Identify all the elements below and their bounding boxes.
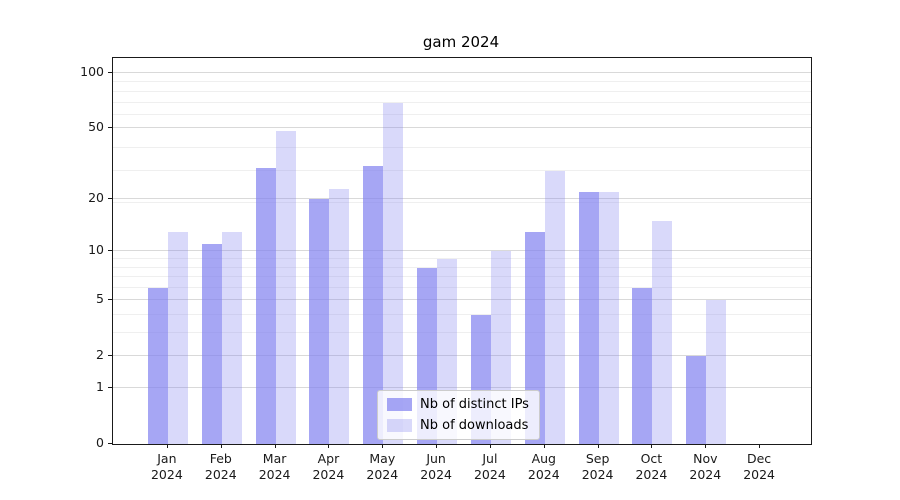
bar-nb-of-downloads-jan-2024: [167, 232, 188, 444]
x-tick-label-jul-2024: Jul 2024: [473, 451, 506, 483]
month-slot-sep-2024: [572, 58, 626, 444]
major-gridline: [113, 387, 811, 389]
y-tick-mark: [108, 72, 112, 74]
bar-nb-of-distinct-ips-may-2024: [363, 165, 384, 444]
x-tick-label-jan-2024: Jan 2024: [150, 451, 183, 483]
bar-nb-of-downloads-mar-2024: [275, 131, 296, 444]
x-tick-mark: [543, 444, 545, 448]
y-tick-mark: [108, 354, 112, 356]
month-slot-aug-2024: [518, 58, 572, 444]
minor-gridline: [113, 146, 811, 148]
major-gridline: [113, 250, 811, 252]
bar-nb-of-downloads-may-2024: [383, 102, 404, 444]
bar-nb-of-distinct-ips-jan-2024: [147, 287, 168, 444]
bar-nb-of-distinct-ips-mar-2024: [255, 168, 276, 444]
y-tick-mark: [108, 127, 112, 129]
major-gridline: [113, 127, 811, 129]
minor-gridline: [113, 202, 811, 204]
minor-gridline: [113, 101, 811, 103]
chart-title: gam 2024: [422, 33, 500, 51]
x-tick-label-oct-2024: Oct 2024: [635, 451, 668, 483]
minor-gridline: [113, 266, 811, 268]
legend: Nb of distinct IPs Nb of downloads: [377, 390, 540, 440]
y-tick-label-5: 5: [96, 290, 104, 306]
month-slot-jun-2024: [410, 58, 464, 444]
x-tick-label-jun-2024: Jun 2024: [420, 451, 452, 483]
minor-gridline: [113, 275, 811, 277]
bars-container: [141, 58, 787, 444]
y-tick-mark: [108, 299, 112, 300]
minor-gridline: [113, 313, 811, 315]
bar-nb-of-distinct-ips-sep-2024: [578, 192, 599, 444]
major-gridline: [113, 354, 811, 356]
legend-label-distinct-ips: Nb of distinct IPs: [420, 397, 529, 412]
bar-nb-of-distinct-ips-feb-2024: [201, 244, 222, 444]
month-slot-feb-2024: [195, 58, 249, 444]
month-slot-mar-2024: [249, 58, 303, 444]
legend-swatch-distinct-ips-icon: [387, 398, 412, 411]
month-slot-dec-2024: [733, 58, 787, 444]
month-slot-apr-2024: [302, 58, 356, 444]
y-tick-mark: [108, 250, 112, 252]
major-gridline: [113, 198, 811, 200]
bar-nb-of-downloads-oct-2024: [652, 221, 673, 444]
x-tick-mark: [220, 444, 222, 448]
y-tick-label-100: 100: [80, 63, 104, 79]
legend-item-distinct-ips: Nb of distinct IPs: [387, 397, 529, 412]
y-tick-label-50: 50: [88, 118, 104, 134]
month-slot-may-2024: [356, 58, 410, 444]
y-tick-mark: [108, 387, 112, 389]
month-slot-jan-2024: [141, 58, 195, 444]
month-slot-jul-2024: [464, 58, 518, 444]
x-tick-mark: [382, 444, 384, 448]
x-tick-mark: [166, 444, 168, 448]
x-tick-label-aug-2024: Aug 2024: [527, 451, 560, 483]
bar-nb-of-downloads-feb-2024: [221, 232, 242, 444]
y-tick-label-20: 20: [88, 190, 104, 206]
y-tick-label-1: 1: [96, 379, 104, 395]
y-tick-label-10: 10: [88, 242, 104, 258]
month-slot-nov-2024: [679, 58, 733, 444]
minor-gridline: [113, 331, 811, 333]
legend-item-downloads: Nb of downloads: [387, 418, 529, 433]
x-tick-label-apr-2024: Apr 2024: [312, 451, 345, 483]
y-tick-mark: [108, 198, 112, 200]
x-tick-label-may-2024: May 2024: [366, 451, 399, 483]
bar-nb-of-distinct-ips-nov-2024: [686, 355, 707, 444]
x-tick-mark: [436, 444, 438, 448]
minor-gridline: [113, 286, 811, 288]
y-tick-label-0: 0: [96, 434, 104, 450]
y-tick-label-2: 2: [96, 346, 104, 362]
bar-nb-of-distinct-ips-oct-2024: [632, 287, 653, 444]
x-tick-label-sep-2024: Sep 2024: [581, 451, 614, 483]
major-gridline: [113, 72, 811, 74]
bar-nb-of-downloads-nov-2024: [706, 300, 727, 444]
bar-nb-of-downloads-sep-2024: [598, 192, 619, 444]
x-tick-mark: [328, 444, 330, 448]
plot-area: Nb of distinct IPs Nb of downloads: [112, 57, 812, 445]
x-tick-mark: [759, 444, 761, 448]
y-tick-mark: [108, 443, 112, 444]
x-tick-mark: [705, 444, 707, 448]
minor-gridline: [113, 90, 811, 92]
x-tick-mark: [489, 444, 491, 448]
legend-swatch-downloads-icon: [387, 419, 412, 432]
minor-gridline: [113, 81, 811, 83]
minor-gridline: [113, 114, 811, 115]
x-tick-mark: [597, 444, 599, 448]
minor-gridline: [113, 169, 811, 171]
x-tick-label-nov-2024: Nov 2024: [689, 451, 722, 483]
x-tick-mark: [651, 444, 653, 448]
x-tick-label-dec-2024: Dec 2024: [743, 451, 775, 483]
bar-nb-of-downloads-apr-2024: [329, 188, 350, 444]
x-tick-label-mar-2024: Mar 2024: [258, 451, 291, 483]
major-gridline: [113, 299, 811, 300]
legend-label-downloads: Nb of downloads: [420, 418, 529, 433]
month-slot-oct-2024: [625, 58, 679, 444]
x-tick-label-feb-2024: Feb 2024: [204, 451, 237, 483]
x-tick-mark: [274, 444, 276, 448]
bar-nb-of-distinct-ips-apr-2024: [309, 199, 330, 444]
minor-gridline: [113, 258, 811, 259]
bar-nb-of-downloads-aug-2024: [544, 170, 565, 444]
